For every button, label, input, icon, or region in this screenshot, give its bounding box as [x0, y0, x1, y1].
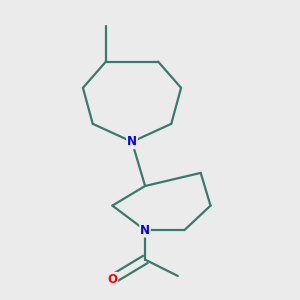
Text: N: N — [140, 224, 150, 237]
Text: O: O — [107, 273, 117, 286]
Text: N: N — [127, 135, 137, 148]
